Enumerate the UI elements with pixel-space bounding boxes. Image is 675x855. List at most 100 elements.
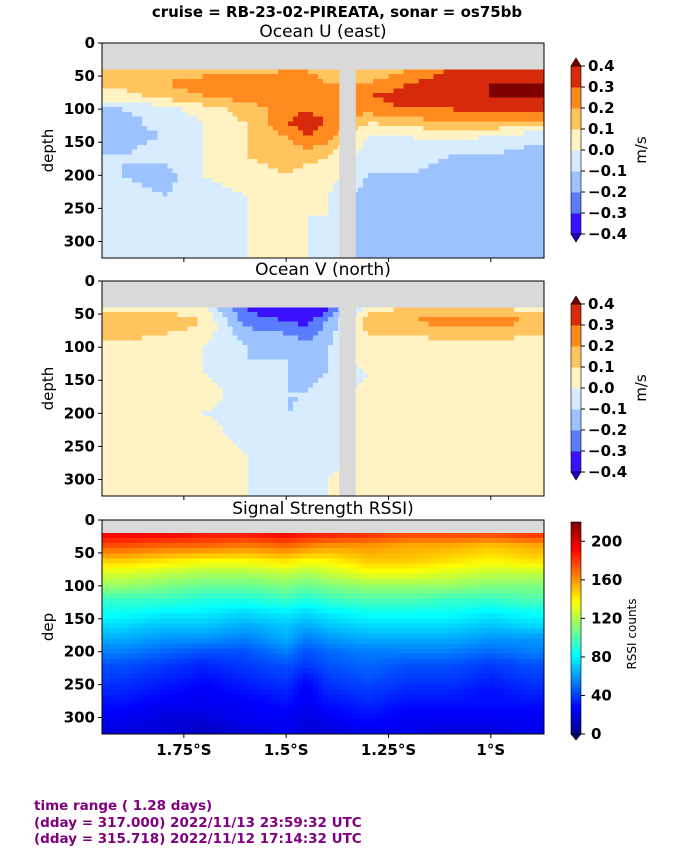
heatmap-cell <box>147 177 153 184</box>
heatmap-cell <box>117 88 123 94</box>
heatmap-cell <box>297 88 304 94</box>
heatmap-cell <box>468 364 475 370</box>
heatmap-cell <box>393 173 399 179</box>
heatmap-cell <box>398 239 404 245</box>
heatmap-cell <box>102 234 108 240</box>
heatmap-cell <box>157 359 163 365</box>
heatmap-cell <box>302 83 309 89</box>
heatmap-cell <box>358 135 364 141</box>
heatmap-cell <box>503 354 510 360</box>
heatmap-cell <box>277 107 284 113</box>
heatmap-cell <box>503 215 510 221</box>
heatmap-cell <box>458 69 465 75</box>
heatmap-cell <box>282 364 289 370</box>
heatmap-cell <box>353 206 359 212</box>
heatmap-cell <box>212 215 219 221</box>
heatmap-cell <box>217 121 224 127</box>
heatmap-cell <box>333 154 339 160</box>
heatmap-cell <box>458 326 465 332</box>
heatmap-cell <box>438 69 445 75</box>
heatmap-cell <box>152 349 158 356</box>
heatmap-cell <box>272 307 279 313</box>
heatmap-cell <box>413 201 419 207</box>
heatmap-cell <box>453 378 460 384</box>
heatmap-cell <box>438 331 445 337</box>
heatmap-cell <box>217 321 224 327</box>
heatmap-cell <box>147 140 153 146</box>
heatmap-cell <box>463 364 470 370</box>
heatmap-cell <box>523 368 530 374</box>
heatmap-cell <box>398 144 404 151</box>
heatmap-cell <box>468 368 475 374</box>
heatmap-cell <box>403 121 409 127</box>
heatmap-cell <box>528 121 535 127</box>
heatmap-cell <box>282 239 289 245</box>
heatmap-cell <box>358 229 364 235</box>
heatmap-cell <box>197 163 203 169</box>
heatmap-cell <box>518 364 525 370</box>
heatmap-cell <box>282 225 289 231</box>
heatmap-cell <box>197 126 203 132</box>
heatmap-cell <box>328 340 334 346</box>
heatmap-cell <box>473 373 480 379</box>
heatmap-cell <box>202 225 209 231</box>
heatmap-cell <box>297 173 304 179</box>
heatmap-cell <box>478 215 485 221</box>
heatmap-cell <box>302 163 309 169</box>
heatmap-cell <box>313 163 319 169</box>
heatmap-cell <box>393 248 399 254</box>
heatmap-cell <box>242 144 249 151</box>
heatmap-cell <box>147 168 153 174</box>
heatmap-cell <box>232 225 239 231</box>
heatmap-cell <box>197 354 203 360</box>
heatmap-cell <box>539 345 545 351</box>
heatmap-cell <box>307 340 314 346</box>
heatmap-cell <box>302 378 309 384</box>
heatmap-cell <box>102 206 108 212</box>
heatmap-cell <box>388 326 394 332</box>
heatmap-cell <box>147 321 153 327</box>
heatmap-cell <box>478 121 485 127</box>
heatmap-cell <box>272 154 279 160</box>
heatmap-cell <box>122 382 128 389</box>
heatmap-cell <box>247 321 254 327</box>
heatmap-cell <box>257 345 264 351</box>
heatmap-cell <box>353 163 359 169</box>
heatmap-cell <box>353 173 359 179</box>
heatmap-cell <box>237 116 244 122</box>
heatmap-cell <box>212 243 219 250</box>
heatmap-cell <box>162 335 168 341</box>
heatmap-cell <box>438 326 445 332</box>
heatmap-cell <box>172 321 178 327</box>
heatmap-cell <box>192 234 198 240</box>
heatmap-cell <box>453 215 460 221</box>
heatmap-cell <box>212 349 219 356</box>
heatmap-cell <box>147 69 153 75</box>
heatmap-cell <box>433 378 440 384</box>
heatmap-cell <box>534 163 540 169</box>
heatmap-cell <box>328 173 334 179</box>
heatmap-cell <box>478 116 485 122</box>
heatmap-cell <box>333 378 339 384</box>
heatmap-cell <box>418 248 424 254</box>
heatmap-cell <box>147 307 153 313</box>
heatmap-cell <box>207 201 214 207</box>
heatmap-cell <box>383 173 389 179</box>
heatmap-cell <box>182 159 188 165</box>
heatmap-cell <box>122 187 128 193</box>
heatmap-cell <box>207 359 214 365</box>
heatmap-cell <box>493 154 500 160</box>
heatmap-cell <box>493 229 500 235</box>
heatmap-cell <box>408 229 414 235</box>
heatmap-cell <box>518 206 525 212</box>
heatmap-cell <box>237 340 244 346</box>
heatmap-cell <box>177 140 183 146</box>
heatmap-cell <box>388 163 394 169</box>
heatmap-cell <box>328 331 334 337</box>
heatmap-cell <box>478 378 485 384</box>
heatmap-cell <box>328 78 334 85</box>
heatmap-cell <box>363 97 369 103</box>
colorbar-tick-label: 0.0 <box>588 141 615 159</box>
heatmap-cell <box>262 111 269 118</box>
heatmap-cell <box>438 163 445 169</box>
